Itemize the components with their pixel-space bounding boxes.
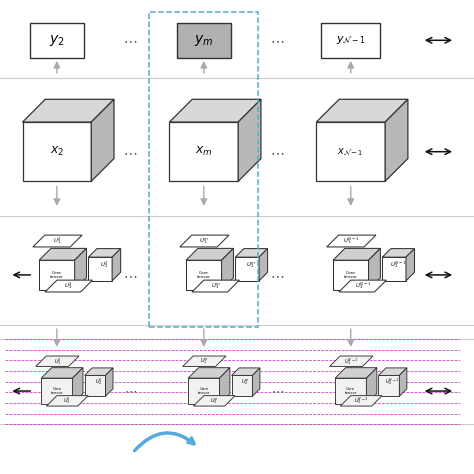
Polygon shape <box>232 368 260 375</box>
Text: $\cdots$: $\cdots$ <box>270 145 284 159</box>
Polygon shape <box>335 368 377 378</box>
Polygon shape <box>219 368 230 404</box>
Text: Core
tensor: Core tensor <box>198 387 210 395</box>
Polygon shape <box>382 248 414 257</box>
Text: $U_1^2$: $U_1^2$ <box>54 356 61 366</box>
Polygon shape <box>75 248 86 290</box>
Polygon shape <box>406 248 414 281</box>
Polygon shape <box>169 99 261 122</box>
Polygon shape <box>88 257 112 281</box>
Text: Core
tensor: Core tensor <box>344 271 358 279</box>
Polygon shape <box>235 257 259 281</box>
Text: $y_{\mathcal{N}-1}$: $y_{\mathcal{N}-1}$ <box>336 34 366 46</box>
Polygon shape <box>333 260 368 290</box>
Polygon shape <box>39 248 86 260</box>
Text: $x_2$: $x_2$ <box>50 145 64 158</box>
Polygon shape <box>238 99 261 181</box>
Text: $\cdots$: $\cdots$ <box>123 145 137 159</box>
Polygon shape <box>259 248 267 281</box>
Text: $U_3^2$: $U_3^2$ <box>64 281 73 292</box>
Polygon shape <box>186 260 221 290</box>
Text: $\cdots$: $\cdots$ <box>270 268 284 282</box>
Polygon shape <box>106 368 113 396</box>
Polygon shape <box>379 375 400 396</box>
Polygon shape <box>327 235 376 247</box>
Polygon shape <box>36 356 79 366</box>
Polygon shape <box>333 248 380 260</box>
Polygon shape <box>85 368 113 375</box>
Text: $U_1^{N-1}$: $U_1^{N-1}$ <box>344 356 358 366</box>
Polygon shape <box>182 356 226 366</box>
FancyBboxPatch shape <box>321 23 380 58</box>
Polygon shape <box>112 248 120 281</box>
Text: $y_2$: $y_2$ <box>49 33 65 48</box>
Polygon shape <box>385 99 408 181</box>
Text: $x_m$: $x_m$ <box>195 145 213 158</box>
Polygon shape <box>335 378 366 404</box>
Polygon shape <box>45 280 92 292</box>
Text: $U_1^m$: $U_1^m$ <box>200 236 210 246</box>
Text: $U_2^2$: $U_2^2$ <box>95 377 103 387</box>
Text: $U_3^{N-1}$: $U_3^{N-1}$ <box>355 281 371 292</box>
Text: $\cdots$: $\cdots$ <box>123 33 137 47</box>
Polygon shape <box>193 396 235 406</box>
Polygon shape <box>188 378 219 404</box>
Polygon shape <box>235 248 267 257</box>
Text: $U_2^{N-1}$: $U_2^{N-1}$ <box>390 259 407 270</box>
FancyBboxPatch shape <box>176 23 231 58</box>
Text: $U_2^2$: $U_2^2$ <box>100 259 109 270</box>
Text: $U_2^m$: $U_2^m$ <box>246 260 256 270</box>
Polygon shape <box>39 260 75 290</box>
Polygon shape <box>221 248 233 290</box>
Polygon shape <box>339 280 386 292</box>
Polygon shape <box>379 368 407 375</box>
Polygon shape <box>366 368 377 404</box>
Polygon shape <box>188 368 230 378</box>
Polygon shape <box>33 235 82 247</box>
Text: Core
tensor: Core tensor <box>50 271 64 279</box>
Text: $U_1^m$: $U_1^m$ <box>200 356 209 366</box>
Text: $\cdots$: $\cdots$ <box>270 33 284 47</box>
Polygon shape <box>186 248 233 260</box>
Text: $\cdots$: $\cdots$ <box>124 384 137 398</box>
Polygon shape <box>23 99 114 122</box>
Polygon shape <box>88 248 120 257</box>
Polygon shape <box>232 375 253 396</box>
Polygon shape <box>180 235 229 247</box>
Text: Core
tensor: Core tensor <box>345 387 357 395</box>
Polygon shape <box>253 368 260 396</box>
Text: $\cdots$: $\cdots$ <box>123 268 137 282</box>
Text: $y_m$: $y_m$ <box>194 33 213 48</box>
Polygon shape <box>192 280 239 292</box>
Polygon shape <box>329 356 373 366</box>
Text: $U_2^m$: $U_2^m$ <box>241 377 250 387</box>
Text: $U_3^{N-1}$: $U_3^{N-1}$ <box>354 395 368 406</box>
Text: $U_3^2$: $U_3^2$ <box>64 395 71 406</box>
Polygon shape <box>316 122 385 181</box>
Text: $\cdots$: $\cdots$ <box>271 384 284 398</box>
Text: $x_{\mathcal{N}-1}$: $x_{\mathcal{N}-1}$ <box>337 146 364 157</box>
Polygon shape <box>91 99 114 181</box>
Text: $U_1^{N-1}$: $U_1^{N-1}$ <box>343 236 359 246</box>
Polygon shape <box>46 396 88 406</box>
Text: $U_2^{N-1}$: $U_2^{N-1}$ <box>385 377 400 387</box>
Polygon shape <box>41 378 73 404</box>
Polygon shape <box>382 257 406 281</box>
Polygon shape <box>169 122 238 181</box>
Polygon shape <box>400 368 407 396</box>
Polygon shape <box>23 122 91 181</box>
Polygon shape <box>368 248 380 290</box>
Polygon shape <box>73 368 83 404</box>
Polygon shape <box>85 375 106 396</box>
Text: Core
tensor: Core tensor <box>51 387 63 395</box>
Text: $U_1^2$: $U_1^2$ <box>53 236 62 246</box>
Text: $U_3^m$: $U_3^m$ <box>211 281 220 291</box>
Text: Core
tensor: Core tensor <box>197 271 211 279</box>
Polygon shape <box>316 99 408 122</box>
Text: $U_3^m$: $U_3^m$ <box>210 396 219 406</box>
Polygon shape <box>340 396 382 406</box>
FancyBboxPatch shape <box>29 23 84 58</box>
Polygon shape <box>41 368 83 378</box>
